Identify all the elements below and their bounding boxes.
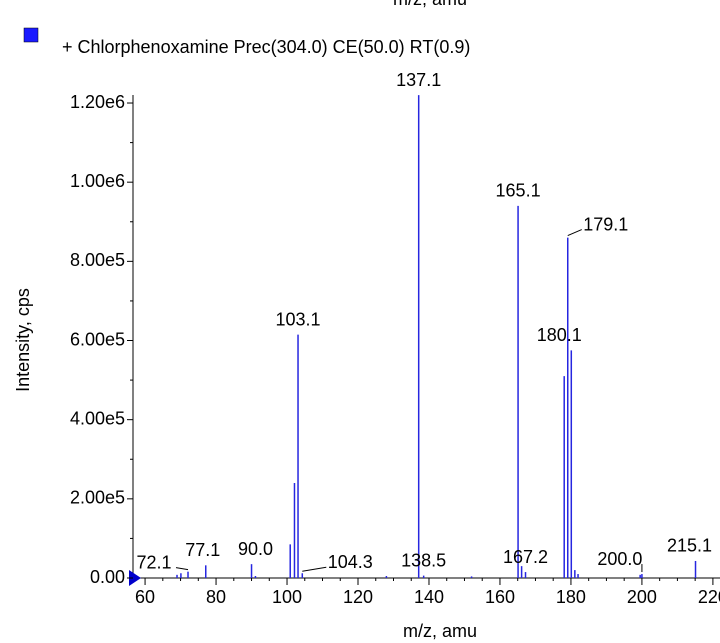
peak-label: 137.1 (396, 70, 441, 90)
leader-line (567, 229, 582, 237)
peak-label: 103.1 (276, 309, 321, 329)
baseline-marker (129, 570, 141, 586)
peak-label: 138.5 (401, 550, 446, 570)
leader-line (302, 566, 327, 572)
x-tick-label: 120 (343, 587, 373, 607)
legend-swatch (23, 27, 39, 43)
y-tick-label: 1.00e6 (70, 171, 125, 191)
peak-label: 215.1 (667, 536, 712, 556)
y-tick-label: 2.00e5 (70, 488, 125, 508)
leader-line (175, 567, 189, 571)
x-tick-label: 220 (698, 587, 720, 607)
peak-label: 200.0 (597, 549, 642, 569)
peak-label: 180.1 (537, 325, 582, 345)
x-axis-label: m/z, amu (403, 621, 477, 641)
peak-label: 104.3 (328, 552, 373, 572)
y-tick-label: 0.00 (90, 567, 125, 587)
x-tick-label: 100 (272, 587, 302, 607)
y-tick-label: 8.00e5 (70, 250, 125, 270)
y-tick-label: 6.00e5 (70, 329, 125, 349)
x-tick-label: 200 (627, 587, 657, 607)
y-tick-label: 4.00e5 (70, 408, 125, 428)
x-tick-label: 160 (485, 587, 515, 607)
x-tick-label: 60 (135, 587, 155, 607)
cut-axis-label: m/z, amu (393, 0, 467, 9)
x-tick-label: 80 (206, 587, 226, 607)
peak-label: 72.1 (136, 552, 171, 572)
peak-label: 167.2 (503, 547, 548, 567)
peak-label: 165.1 (496, 181, 541, 201)
peak-label: 77.1 (185, 540, 220, 560)
legend-label: + Chlorphenoxamine Prec(304.0) CE(50.0) … (62, 37, 470, 57)
y-axis-label: Intensity, cps (13, 288, 33, 392)
x-tick-label: 180 (556, 587, 586, 607)
peak-label: 90.0 (238, 539, 273, 559)
x-tick-label: 140 (414, 587, 444, 607)
y-tick-label: 1.20e6 (70, 92, 125, 112)
peak-label: 179.1 (583, 214, 628, 234)
